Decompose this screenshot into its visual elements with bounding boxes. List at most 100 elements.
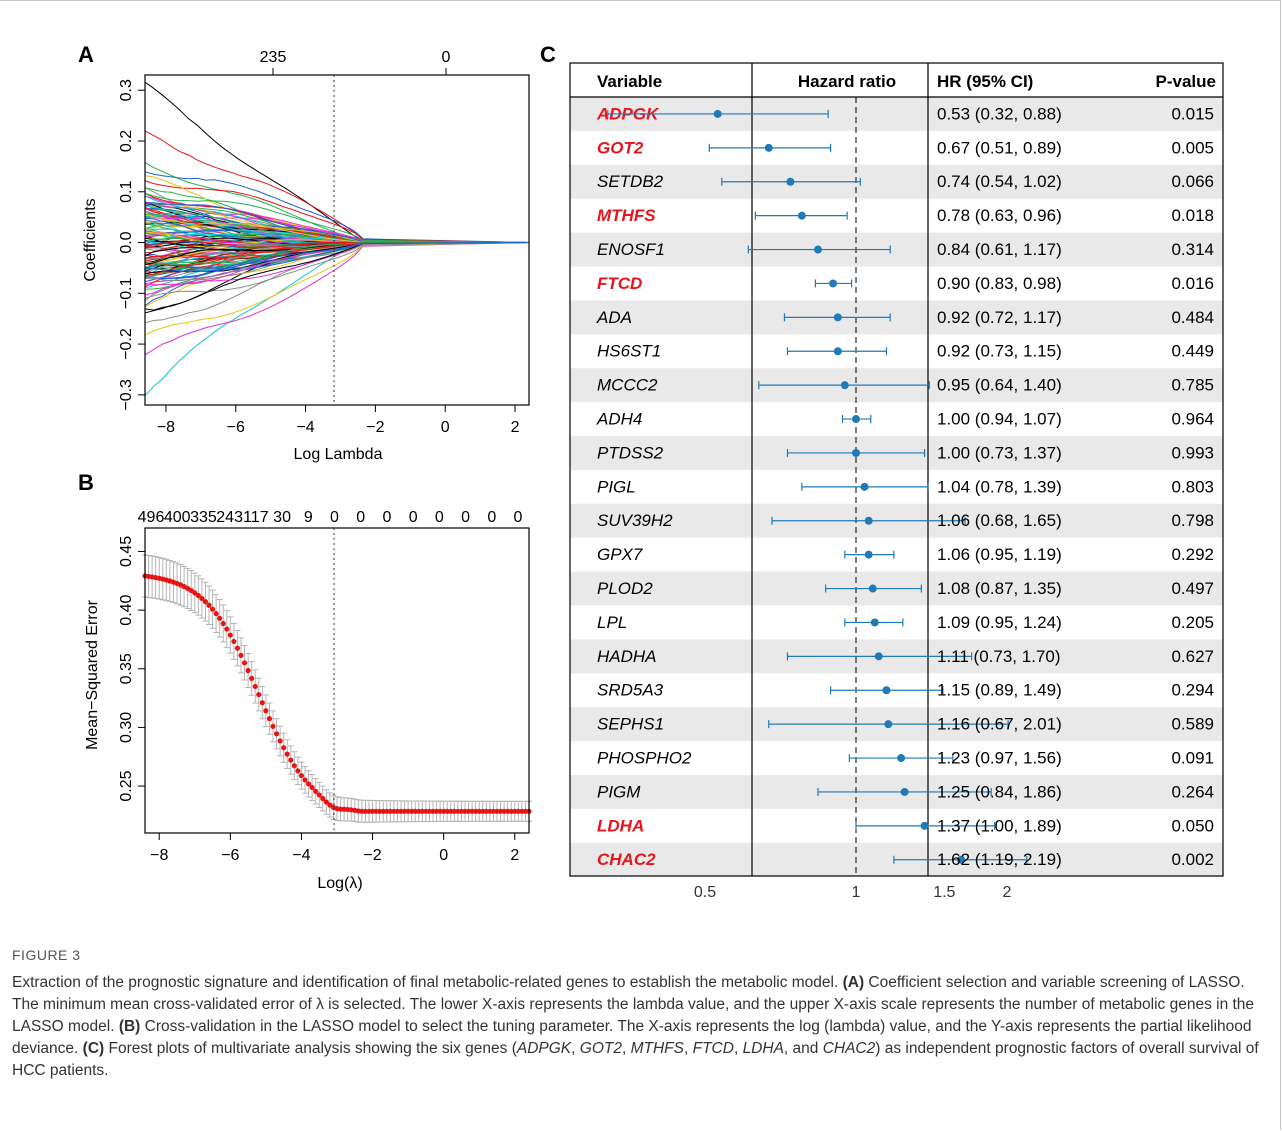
c-p-value: 0.018 [1171, 206, 1214, 225]
c-hr-point [713, 109, 722, 118]
c-hr-ci-value: 1.06 (0.95, 1.19) [937, 545, 1062, 564]
b-mse-point [313, 788, 319, 794]
b-top-tick-label: 400 [164, 509, 191, 526]
c-gene-name: HS6ST1 [597, 342, 661, 361]
c-hr-ci-value: 0.84 (0.61, 1.17) [937, 240, 1062, 259]
c-gene-name: SETDB2 [597, 172, 664, 191]
c-hr-ci-value: 0.53 (0.32, 0.88) [937, 104, 1062, 123]
c-gene-name: MTHFS [597, 206, 656, 225]
c-hr-ci-value: 1.00 (0.94, 1.07) [937, 410, 1062, 429]
b-mse-point [202, 599, 209, 605]
b-mse-point [220, 620, 226, 627]
c-row-phospho2: PHOSPHO2 1.23 (0.97, 1.56) 0.091 [597, 749, 1214, 768]
c-gene-name: PIGM [597, 782, 641, 801]
c-hr-ci-value: 1.04 (0.78, 1.39) [937, 477, 1062, 496]
b-mse-point [270, 723, 276, 729]
b-mse-point [465, 808, 472, 814]
b-mse-point [316, 792, 322, 798]
c-gene-name: LPL [597, 613, 627, 632]
b-top-axis: 496 400 335 243 117 30 9 0 0 0 0 0 0 0 0 [138, 509, 523, 526]
c-hr-ci-value: 1.15 (0.89, 1.49) [937, 681, 1062, 700]
a-coefficient-path [145, 242, 530, 272]
b-mse-point [359, 808, 365, 814]
c-p-value: 0.449 [1171, 342, 1214, 361]
c-row-sephs1: SEPHS1 1.16 (0.67, 2.01) 0.589 [597, 715, 1214, 734]
b-mse-point [320, 795, 326, 802]
b-mse-point [416, 808, 422, 814]
c-gene-name: LDHA [597, 816, 644, 835]
a-coefficient-path [144, 242, 530, 299]
c-hr-ci-value: 1.25 (0.84, 1.86) [937, 782, 1062, 801]
c-row-adh4: ADH4 1.00 (0.94, 1.07) 0.964 [596, 410, 1214, 429]
c-header-ci: HR (95% CI) [937, 72, 1033, 91]
b-mse-point [277, 738, 283, 744]
a-top-tick-1: 0 [442, 49, 451, 66]
panel-b-cross-validation-plot: B 496 400 335 243 117 30 9 0 0 0 0 0 0 0 0 0.450.400.3… [78, 470, 532, 892]
b-x-tick-label: −4 [292, 847, 310, 864]
b-mse-point [362, 808, 369, 814]
c-row-shade [570, 164, 1223, 199]
b-mse-point [281, 745, 287, 751]
a-y-tick-label: 0.2 [118, 130, 135, 152]
c-hr-point [797, 211, 806, 220]
b-mse-point [309, 784, 315, 791]
b-top-tick-label: 0 [435, 509, 444, 526]
c-row-mccc2: MCCC2 0.95 (0.64, 1.40) 0.785 [597, 376, 1214, 395]
b-mse-point [217, 615, 223, 621]
c-row-pigm: PIGM 1.25 (0.84, 1.86) 0.264 [597, 782, 1214, 801]
b-mse-point [451, 808, 457, 814]
a-y-tick-label: −0.3 [118, 379, 135, 411]
figure-caption: FIGURE 3 Extraction of the prognostic si… [12, 944, 1267, 1082]
panel-c-forest-plot: C Variable Hazard ratio HR (95% CI) P-va… [540, 42, 1224, 901]
c-gene-name: PHOSPHO2 [597, 749, 692, 768]
a-top-tick-0: 235 [260, 49, 287, 66]
c-row-ftcd: FTCD 0.90 (0.83, 0.98) 0.016 [597, 274, 1214, 293]
b-mse-point [405, 808, 411, 814]
b-mse-point [458, 808, 465, 814]
a-x-tick-label: −6 [227, 419, 245, 436]
c-p-value: 0.016 [1171, 274, 1214, 293]
b-top-tick-label: 0 [356, 509, 365, 526]
b-mse-point [476, 808, 482, 814]
c-row-adpgk: ADPGK 0.53 (0.32, 0.88) 0.015 [596, 104, 1214, 123]
b-mse-point [295, 768, 301, 774]
a-y-tick-label: −0.2 [118, 328, 135, 360]
b-y-tick-label: 0.25 [118, 770, 135, 801]
c-p-value: 0.497 [1171, 579, 1214, 598]
c-hr-point [900, 787, 909, 796]
b-mse-point [373, 808, 379, 814]
b-mse-point [473, 808, 479, 814]
b-y-tick-label: 0.35 [118, 653, 135, 684]
c-p-value: 0.292 [1171, 545, 1214, 564]
c-p-value: 0.264 [1171, 782, 1214, 801]
b-mse-point [430, 808, 436, 814]
a-coefficient-path [144, 212, 530, 243]
c-hr-point [897, 754, 906, 763]
b-mse-point [224, 626, 230, 632]
figure-number: FIGURE 3 [12, 947, 81, 963]
c-p-value: 0.205 [1171, 613, 1214, 632]
b-top-tick-label: 0 [514, 509, 523, 526]
c-p-value: 0.627 [1171, 647, 1214, 666]
b-mse-points [142, 573, 532, 814]
b-x-tick-label: 0 [439, 847, 448, 864]
c-gene-name: PLOD2 [597, 579, 653, 598]
c-hr-ci-value: 0.67 (0.51, 0.89) [937, 138, 1062, 157]
b-mse-point [266, 716, 273, 722]
c-x-tick-label: 1 [852, 884, 861, 901]
c-header-hazard-ratio: Hazard ratio [798, 72, 896, 91]
b-mse-point [302, 777, 308, 783]
b-mse-point [227, 632, 233, 638]
c-hr-point [874, 652, 883, 661]
c-hr-point [764, 143, 773, 152]
c-hr-point [882, 686, 891, 695]
a-coefficient-path [144, 192, 530, 243]
c-hr-ci-value: 1.08 (0.87, 1.35) [937, 579, 1062, 598]
b-mse-point [195, 592, 201, 599]
b-mse-point [387, 808, 393, 814]
c-row-pigl: PIGL 1.04 (0.78, 1.39) 0.803 [597, 477, 1214, 496]
a-coefficient-path [144, 130, 530, 243]
b-mse-point [480, 808, 486, 814]
b-top-tick-label: 9 [304, 509, 313, 526]
c-p-value: 0.050 [1171, 816, 1214, 835]
